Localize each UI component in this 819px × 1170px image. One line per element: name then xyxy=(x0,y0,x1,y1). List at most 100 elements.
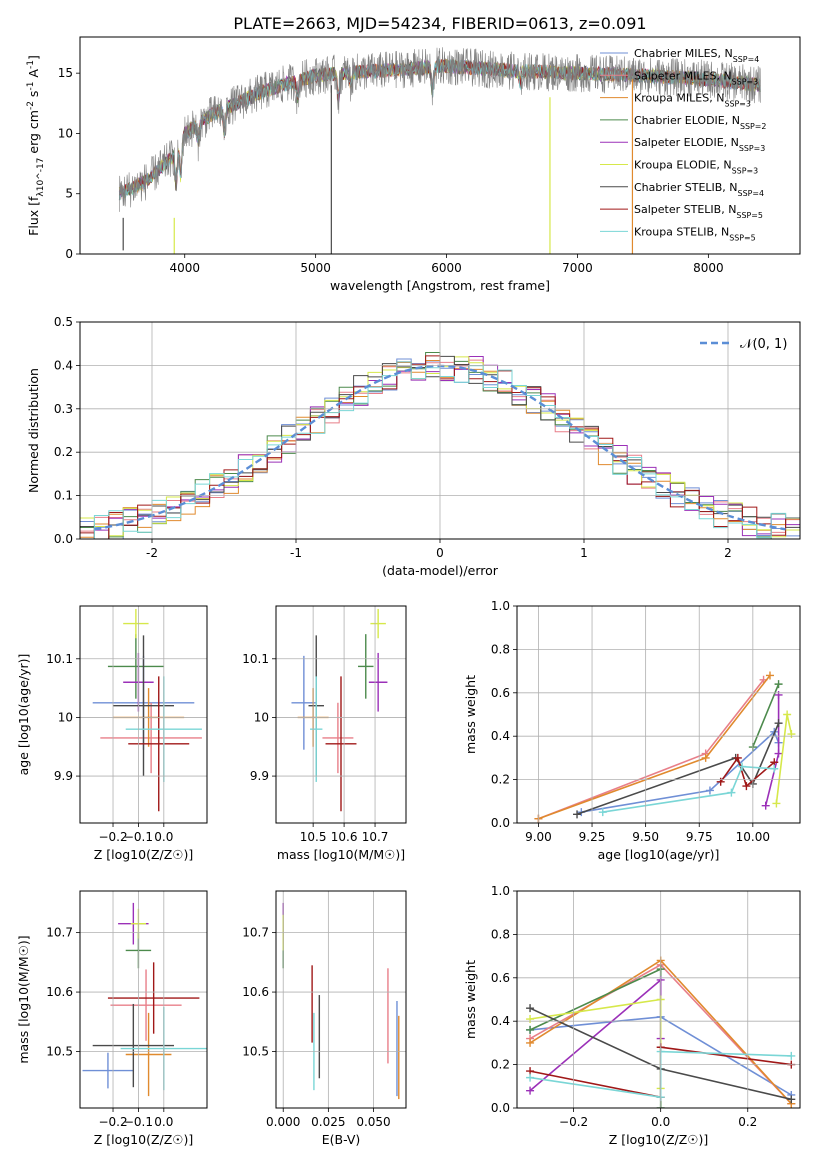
y-tick-label: 10.1 xyxy=(242,652,269,666)
axes-frame-age_vs_Z xyxy=(79,605,208,824)
x-tick-label: −0.2 xyxy=(98,830,127,844)
y-tick-label: 0.6 xyxy=(491,686,510,700)
massweight-marker xyxy=(705,786,714,795)
x-tick-label: 5000 xyxy=(300,261,331,275)
y-tick-label: 9.9 xyxy=(250,769,269,783)
errorbar-point xyxy=(291,655,317,750)
errorbar-point xyxy=(128,676,190,812)
y-tick-label: 10.7 xyxy=(46,926,73,940)
massweight-marker xyxy=(526,1073,535,1082)
y-tick-label: 0.5 xyxy=(54,315,73,329)
plot-area-mass_vs_Z xyxy=(82,902,207,1097)
massweight-marker xyxy=(761,801,770,810)
massweight-marker xyxy=(598,808,607,817)
plot-area-spectrum xyxy=(118,47,761,254)
massweight-marker xyxy=(787,1051,796,1060)
axes-frame-age_vs_mass xyxy=(275,605,407,824)
y-tick-label: 0.0 xyxy=(491,816,510,830)
axes-frame-massweight_vs_Z xyxy=(516,890,801,1109)
errorbar-point xyxy=(107,634,164,699)
axes-age_vs_Z: −0.2−0.1 0.0 9.9 10 10.1 Z [log10(Z/Z☉)] age [… xyxy=(16,605,208,862)
x-tick-label: −0.1 xyxy=(124,830,153,844)
spectrum-data-line xyxy=(119,47,761,212)
y-tick-label: 10.6 xyxy=(242,985,269,999)
massweight-marker xyxy=(526,1015,535,1024)
x-tick-label: 9.00 xyxy=(525,830,552,844)
errorbar-point xyxy=(82,1052,134,1089)
y-tick-label: 10.7 xyxy=(242,926,269,940)
errorbar-point xyxy=(110,969,182,1041)
y-tick-label: 15 xyxy=(58,66,73,80)
x-tick-label: −0.1 xyxy=(124,1115,153,1129)
y-axis-label: mass weight xyxy=(463,675,478,754)
y-tick-label: 0.1 xyxy=(54,489,73,503)
y-axis-label: age [log10(age/yr)] xyxy=(16,654,31,776)
axes-residuals: -2 -1 0 1 2 0.0 0.1 0.2 0.3 0.4 0.5 (data-model)/er… xyxy=(26,315,801,578)
massweight-marker xyxy=(787,730,796,739)
x-tick-label: 10.6 xyxy=(331,830,358,844)
plot-area-age_vs_Z xyxy=(92,608,202,812)
massweight-marker xyxy=(765,671,774,680)
x-tick-label: 9.50 xyxy=(632,830,659,844)
x-tick-label: 0.025 xyxy=(311,1115,345,1129)
y-tick-label: 0.2 xyxy=(491,773,510,787)
legend-label: Salpeter ELODIE, NSSP=3 xyxy=(634,136,765,153)
errorbar-point xyxy=(100,702,202,774)
y-axis-label: Normed distribution xyxy=(26,368,41,493)
x-axis-label: wavelength [Angstrom, rest frame] xyxy=(330,278,550,293)
x-axis-label: Z [log10(Z/Z☉)] xyxy=(94,1132,194,1147)
x-tick-label: 0 xyxy=(436,546,444,560)
y-tick-label: 0.6 xyxy=(491,971,510,985)
massweight-marker xyxy=(774,749,783,758)
x-tick-label: 8000 xyxy=(693,261,724,275)
y-tick-label: 5 xyxy=(65,187,73,201)
y-axis-label: mass weight xyxy=(463,960,478,1039)
errorbar-point xyxy=(107,962,200,1034)
axes-spectrum: 4000 5000 6000 7000 8000 0 5 10 15 wavelength [An… xyxy=(26,36,801,293)
massweight-line xyxy=(538,674,771,820)
massweight-line xyxy=(538,679,765,820)
y-tick-label: 1.0 xyxy=(491,884,510,898)
x-axis-label: Z [log10(Z/Z☉)] xyxy=(609,1132,709,1147)
massweight-marker xyxy=(772,799,781,808)
massweight-marker xyxy=(774,690,783,699)
legend-label: Salpeter MILES, NSSP=3 xyxy=(634,69,758,86)
y-tick-label: 0.0 xyxy=(491,1101,510,1115)
massweight-marker xyxy=(526,1025,535,1034)
y-tick-label: 0.2 xyxy=(491,1058,510,1072)
errorbar-point xyxy=(322,702,354,774)
plot-area-age_vs_mass xyxy=(291,608,388,812)
axes-age_vs_mass: 10.5 10.6 10.7 9.9 10 10.1 mass [log10(M/M☉)] xyxy=(242,605,407,862)
y-tick-label: 10.5 xyxy=(46,1045,73,1059)
y-tick-label: 0.4 xyxy=(491,729,510,743)
x-tick-label: 0.2 xyxy=(738,1115,757,1129)
x-axis-label: E(B-V) xyxy=(322,1132,361,1147)
legend-label: 𝒩(0, 1) xyxy=(740,337,787,352)
figure-title: PLATE=2663, MJD=54234, FIBERID=0613, z=0… xyxy=(233,14,646,33)
errorbar-point xyxy=(325,676,357,812)
legend-label: Chabrier ELODIE, NSSP=2 xyxy=(634,114,766,130)
massweight-marker xyxy=(526,1004,535,1013)
legend-label: Chabrier STELIB, NSSP=4 xyxy=(634,181,764,198)
x-tick-label: −0.2 xyxy=(559,1115,588,1129)
massweight-marker xyxy=(733,753,742,762)
errorbar-point xyxy=(113,635,174,777)
x-tick-label: -2 xyxy=(146,546,158,560)
legend-label: Chabrier MILES, NSSP=4 xyxy=(634,47,759,64)
x-tick-label: 9.25 xyxy=(579,830,606,844)
y-tick-label: 0.4 xyxy=(54,358,73,372)
x-tick-label: 0.0 xyxy=(651,1115,670,1129)
x-tick-label: -1 xyxy=(290,546,302,560)
axes-frame-massweight_vs_age xyxy=(516,605,801,824)
massweight-marker xyxy=(526,1086,535,1095)
errorbar-point xyxy=(368,652,388,712)
x-tick-label: 0.0 xyxy=(154,830,173,844)
massweight-marker xyxy=(770,764,779,773)
massweight-marker xyxy=(573,810,582,819)
x-tick-label: 2 xyxy=(724,546,732,560)
y-tick-label: 10 xyxy=(254,710,269,724)
x-tick-label: 0.050 xyxy=(356,1115,390,1129)
massweight-marker xyxy=(716,777,725,786)
massweight-marker xyxy=(701,753,710,762)
